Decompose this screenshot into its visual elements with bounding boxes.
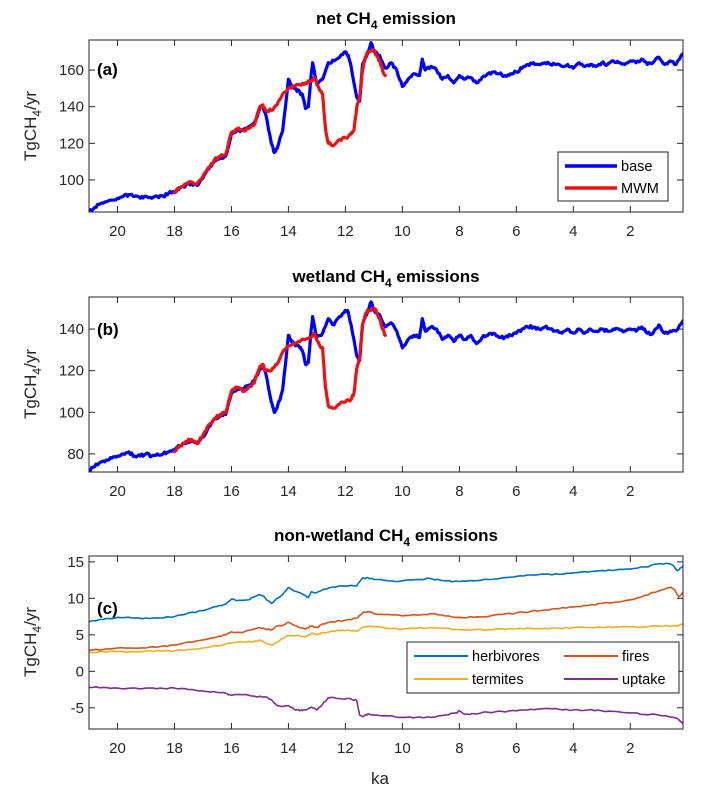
legend-label-termites: termites [472,672,524,688]
x-tick-label: 12 [337,740,354,757]
y-tick-label: 140 [59,99,84,116]
y-tick-label: 15 [67,554,84,571]
y-tick-label: 160 [59,62,84,79]
legend-box [557,151,669,202]
series-line-mwm [172,306,387,454]
panel-a-label: (a) [97,60,118,79]
panel-c-ylabel: TgCH4/yr [21,607,44,677]
x-tick-label: 2 [626,483,634,500]
panel-c-plot-area: 20 18 16 14 12 10 8 6 4 2 -5 0 5 10 15 [67,554,684,757]
y-tick-label: 120 [59,135,84,152]
panel-c-label: (c) [97,599,118,618]
panel-a-title: net CH4 emission [316,9,456,32]
panel-b-ylabel: TgCH4/yr [21,349,44,419]
panel-a: net CH4 emission TgCH4/yr 20 18 16 14 12 10 8 6… [21,9,684,240]
series-group [89,40,683,212]
y-tick-label: 10 [67,590,84,607]
axis-frame [88,39,684,213]
legend-label-fires: fires [622,649,649,665]
y-tick-label: 80 [67,446,84,463]
x-tick-label: 10 [394,223,411,240]
x-tick-label: 14 [280,740,297,757]
series-line-uptake [89,685,683,725]
y-tick-label: 100 [59,404,84,421]
x-tick-label: 6 [512,223,520,240]
series-group [89,562,683,725]
x-tick-label: 4 [569,223,577,240]
series-line-herbivores [89,562,683,623]
x-tick-label: 20 [109,483,126,500]
panel-b: wetland CH4 emissions TgCH4/yr 20 18 16 14 1… [21,267,684,500]
x-tick-label: 4 [569,483,577,500]
x-tick-label: 12 [337,223,354,240]
y-tick-label: -5 [71,700,84,717]
x-tick-label: 2 [626,223,634,240]
x-tick-label: 2 [626,740,634,757]
legend-label-herbivores: herbivores [472,649,540,665]
panel-a-plot-area: 20 18 16 14 12 10 8 6 4 2 100 120 140 160 [59,39,684,240]
x-tick-label: 6 [512,483,520,500]
y-tick-label: 140 [59,321,84,338]
x-tick-label: 18 [166,223,183,240]
x-tick-label: 16 [223,223,240,240]
y-tick-label: 0 [76,663,84,680]
y-tick-label: 5 [76,627,84,644]
panel-b-title: wetland CH4 emissions [291,267,479,290]
series-line-fires [89,586,683,652]
series-line-mwm [172,48,387,195]
panel-c-title: non-wetland CH4 emissions [274,526,498,549]
x-tick-label: 18 [166,483,183,500]
y-tick-label: 100 [59,172,84,189]
x-tick-label: 14 [280,483,297,500]
x-tick-label: 8 [455,740,463,757]
axis-frame [88,296,684,473]
legend-label-uptake: uptake [622,672,666,688]
legend-box [406,641,680,694]
x-tick-label: 10 [394,740,411,757]
series-line-termites [89,623,683,654]
x-tick-label: 20 [109,740,126,757]
x-tick-label: 4 [569,740,577,757]
x-tick-label: 8 [455,223,463,240]
x-tick-label: 16 [223,740,240,757]
panel-c: non-wetland CH4 emissions TgCH4/yr 20 18 1… [21,526,684,788]
panel-a-ylabel: TgCH4/yr [21,91,44,161]
x-tick-label: 18 [166,740,183,757]
x-tick-label: 6 [512,740,520,757]
x-tick-label: 16 [223,483,240,500]
x-tick-label: 12 [337,483,354,500]
panel-b-label: (b) [97,320,119,339]
x-tick-label: 14 [280,223,297,240]
panel-b-plot-area: 20 18 16 14 12 10 8 6 4 2 80 100 120 140 [59,296,684,500]
legend-label-base: base [621,159,652,175]
series-line-base [89,300,683,472]
x-tick-label: 10 [394,483,411,500]
axis-frame [88,555,684,730]
x-tick-label: 20 [109,223,126,240]
panel-a-legend: base MWM [557,151,669,202]
panel-c-legend: herbivores fires termites uptake [406,641,680,694]
y-tick-label: 120 [59,363,84,380]
panel-c-xlabel: ka [371,769,390,788]
legend-label-mwm: MWM [621,181,659,197]
series-group [89,300,683,472]
x-tick-label: 8 [455,483,463,500]
